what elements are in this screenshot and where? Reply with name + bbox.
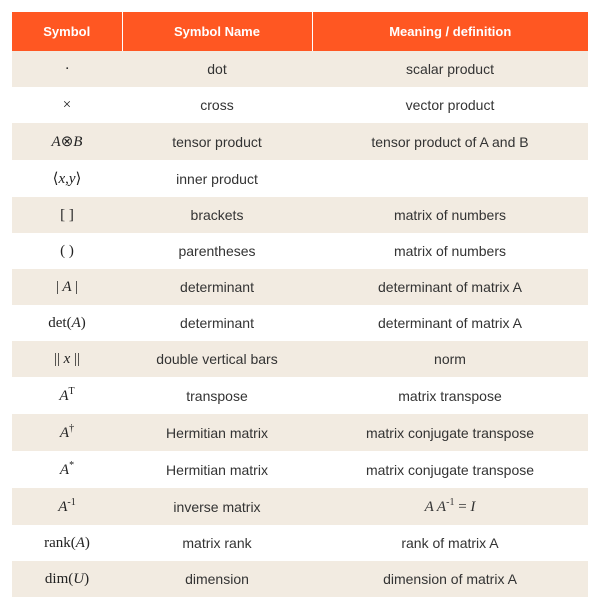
cell-name: brackets	[122, 197, 312, 233]
cell-symbol: [ ]	[12, 197, 122, 233]
cell-meaning: dimension of matrix A	[312, 561, 588, 597]
symbol-glyph: rank(A)	[44, 535, 90, 551]
cell-symbol: A*	[12, 451, 122, 488]
table-row: · dotscalar product	[12, 51, 588, 87]
cell-name: tensor product	[122, 123, 312, 160]
cell-meaning: matrix of numbers	[312, 197, 588, 233]
table-row: ( ) parenthesesmatrix of numbers	[12, 233, 588, 269]
cell-symbol: A⊗B	[12, 123, 122, 160]
symbol-glyph: || x ||	[54, 351, 80, 367]
cell-symbol: AT	[12, 377, 122, 414]
cell-meaning: matrix of numbers	[312, 233, 588, 269]
symbol-glyph: ( )	[60, 243, 74, 259]
cell-symbol: ×	[12, 87, 122, 123]
cell-meaning: determinant of matrix A	[312, 305, 588, 341]
table-row: A* Hermitian matrixmatrix conjugate trans…	[12, 451, 588, 488]
cell-symbol: det(A)	[12, 305, 122, 341]
table-row: det(A) determinantdeterminant of matrix A	[12, 305, 588, 341]
table-row: × crossvector product	[12, 87, 588, 123]
cell-name: determinant	[122, 269, 312, 305]
symbol-glyph: | A |	[56, 279, 78, 295]
symbol-glyph: det(A)	[48, 315, 86, 331]
cell-name: transpose	[122, 377, 312, 414]
table-row: || x || double vertical barsnorm	[12, 341, 588, 377]
cell-symbol: ·	[12, 51, 122, 87]
cell-meaning: matrix transpose	[312, 377, 588, 414]
cell-symbol: A-1	[12, 488, 122, 525]
cell-meaning: determinant of matrix A	[312, 269, 588, 305]
cell-name: matrix rank	[122, 525, 312, 561]
cell-symbol: | A |	[12, 269, 122, 305]
symbol-glyph: ·	[65, 61, 69, 77]
cell-name: parentheses	[122, 233, 312, 269]
table-row: rank(A) matrix rankrank of matrix A	[12, 525, 588, 561]
cell-symbol: ( )	[12, 233, 122, 269]
cell-symbol: || x ||	[12, 341, 122, 377]
table-body: ·dotscalar product×crossvector productA⊗…	[12, 51, 588, 597]
cell-name: dimension	[122, 561, 312, 597]
symbol-glyph: A⊗B	[52, 134, 83, 150]
symbol-glyph: A-1	[58, 499, 76, 515]
cell-name: Hermitian matrix	[122, 414, 312, 451]
cell-name: double vertical bars	[122, 341, 312, 377]
col-header-meaning: Meaning / definition	[312, 12, 588, 51]
table-row: ⟨x,y⟩ inner product	[12, 160, 588, 197]
cell-meaning: vector product	[312, 87, 588, 123]
cell-name: determinant	[122, 305, 312, 341]
symbol-glyph: ⟨x,y⟩	[53, 171, 82, 187]
cell-meaning: tensor product of A and B	[312, 123, 588, 160]
col-header-symbol: Symbol	[12, 12, 122, 51]
cell-symbol: A†	[12, 414, 122, 451]
cell-name: Hermitian matrix	[122, 451, 312, 488]
table-row: A-1 inverse matrixA A-1 = I	[12, 488, 588, 525]
cell-name: inverse matrix	[122, 488, 312, 525]
symbol-glyph: [ ]	[60, 207, 74, 223]
symbol-glyph: A†	[60, 425, 74, 441]
cell-meaning	[312, 160, 588, 197]
col-header-name: Symbol Name	[122, 12, 312, 51]
cell-symbol: ⟨x,y⟩	[12, 160, 122, 197]
symbol-table: Symbol Symbol Name Meaning / definition …	[12, 12, 588, 597]
table-row: | A | determinantdeterminant of matrix A	[12, 269, 588, 305]
cell-meaning: matrix conjugate transpose	[312, 451, 588, 488]
cell-name: dot	[122, 51, 312, 87]
table-row: AT transposematrix transpose	[12, 377, 588, 414]
table-row: [ ] bracketsmatrix of numbers	[12, 197, 588, 233]
table-row: A⊗B tensor producttensor product of A and…	[12, 123, 588, 160]
cell-meaning: A A-1 = I	[312, 488, 588, 525]
cell-name: inner product	[122, 160, 312, 197]
symbol-glyph: AT	[59, 388, 74, 404]
cell-meaning: norm	[312, 341, 588, 377]
cell-symbol: dim(U)	[12, 561, 122, 597]
cell-symbol: rank(A)	[12, 525, 122, 561]
symbol-glyph: dim(U)	[45, 571, 89, 587]
table-row: A† Hermitian matrixmatrix conjugate trans…	[12, 414, 588, 451]
table-row: dim(U) dimensiondimension of matrix A	[12, 561, 588, 597]
cell-meaning: matrix conjugate transpose	[312, 414, 588, 451]
symbol-glyph: A*	[60, 462, 74, 478]
cell-meaning: rank of matrix A	[312, 525, 588, 561]
cell-meaning: scalar product	[312, 51, 588, 87]
cell-name: cross	[122, 87, 312, 123]
table-header: Symbol Symbol Name Meaning / definition	[12, 12, 588, 51]
symbol-glyph: ×	[63, 97, 71, 113]
